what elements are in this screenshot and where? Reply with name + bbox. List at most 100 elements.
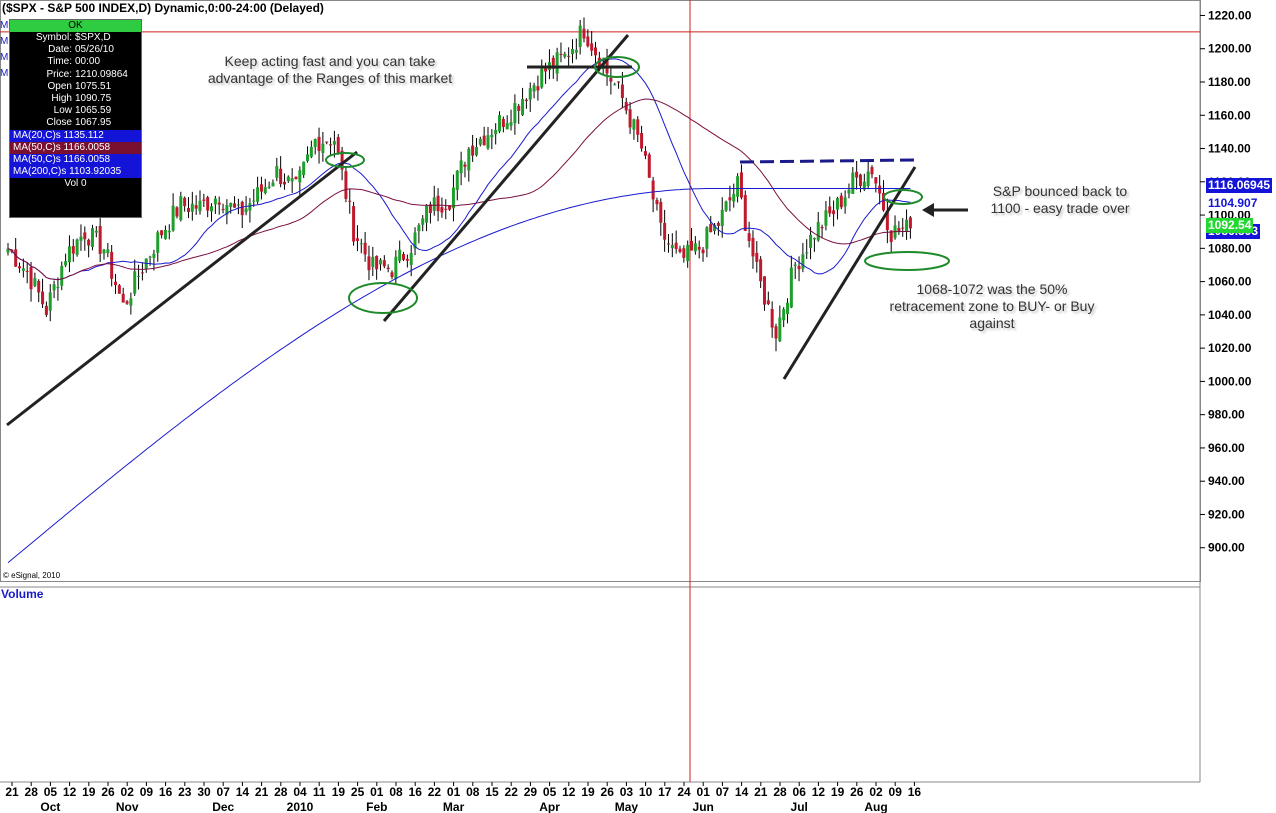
candle-body	[421, 218, 425, 225]
candle-body	[286, 176, 290, 182]
candle-body	[137, 275, 141, 277]
candle-body	[371, 256, 375, 267]
y-tick-label: 1180.00	[1208, 75, 1251, 89]
month-label: Dec	[212, 800, 234, 813]
ma20-row: MA(20,C)s 1135.112	[10, 129, 141, 142]
candle-body	[901, 227, 905, 229]
candle-body	[256, 187, 260, 202]
candle-body	[183, 197, 187, 207]
candle-body	[298, 170, 302, 183]
candle-body	[570, 49, 574, 55]
candle-body	[451, 187, 455, 209]
candle-body	[482, 135, 486, 146]
candle-body	[309, 146, 313, 157]
candle-body	[812, 237, 816, 240]
candle-body	[306, 154, 310, 162]
candle-body	[843, 197, 847, 207]
month-label: May	[615, 800, 639, 813]
candle-body	[125, 301, 129, 304]
ma200-row: MA(200,C)s 1103.92035	[10, 166, 141, 179]
x-tick-label: 19	[332, 785, 346, 799]
candle-body	[659, 201, 663, 223]
candle-body	[486, 135, 490, 149]
candle-body	[908, 217, 912, 229]
candle-body	[252, 200, 256, 202]
x-tick-label: 01	[697, 785, 711, 799]
trendline	[782, 166, 917, 380]
candle-body	[759, 259, 763, 282]
dw-row: Open 1075.51	[10, 81, 141, 93]
candle-body	[263, 187, 267, 194]
x-tick-label: 14	[735, 785, 749, 799]
candle-body	[474, 147, 478, 156]
candle-body	[701, 249, 705, 254]
candle-body	[720, 209, 724, 226]
candle-body	[874, 177, 878, 184]
x-tick-label: 23	[178, 785, 192, 799]
dw-key: Close	[46, 117, 72, 129]
candle-body	[156, 232, 160, 253]
candle-body	[60, 265, 64, 286]
candle-body	[90, 228, 94, 248]
x-tick-label: 22	[428, 785, 442, 799]
candle-body	[206, 197, 210, 211]
candle-body	[213, 198, 217, 205]
candle-body	[636, 119, 640, 135]
candle-body	[79, 236, 83, 241]
ok-button[interactable]: OK	[10, 20, 141, 32]
candle-body	[394, 256, 398, 280]
candle-body	[832, 210, 836, 215]
candle-body	[313, 138, 317, 147]
candle-body	[382, 260, 386, 267]
candle-body	[805, 252, 809, 254]
candle-body	[363, 242, 367, 255]
candle-body	[559, 53, 563, 55]
candle-body	[816, 222, 820, 241]
candle-body	[682, 248, 686, 258]
dw-row: High 1090.75	[10, 93, 141, 105]
candle-body	[643, 151, 647, 156]
candle-body	[690, 240, 694, 251]
candle-body	[770, 309, 774, 328]
candle-body	[302, 161, 306, 176]
candle-body	[536, 86, 540, 91]
candle-body	[870, 167, 874, 175]
x-tick-label: 10	[639, 785, 653, 799]
dw-value: 1210.09864	[75, 68, 128, 80]
x-tick-label: 11	[313, 785, 326, 799]
x-tick-label: 02	[121, 785, 135, 799]
x-tick-label: 05	[543, 785, 557, 799]
candle-body	[455, 170, 459, 190]
candle-body	[809, 234, 813, 248]
candle-body	[885, 210, 889, 231]
month-label: Oct	[40, 800, 60, 813]
annotation-retrace: 1068-1072 was the 50% retracement zone t…	[862, 281, 1122, 332]
candle-body	[171, 205, 175, 231]
candle-body	[663, 222, 667, 240]
left-marker: M	[0, 68, 9, 79]
y-tick-label: 1080.00	[1208, 241, 1252, 255]
candle-body	[329, 144, 333, 146]
x-tick-label: 19	[82, 785, 96, 799]
candle-body	[87, 239, 91, 246]
candle-body	[413, 232, 417, 249]
data-window[interactable]: OK Symbol: $SPX,D Date: 05/26/10 Time: 00:0…	[9, 19, 142, 218]
candle-body	[544, 66, 548, 72]
x-tick-label: 12	[63, 785, 77, 799]
candle-body	[152, 253, 156, 258]
candle-body	[186, 207, 190, 212]
candle-body	[590, 43, 594, 51]
candle-body	[471, 145, 475, 156]
candle-body	[83, 232, 87, 240]
highlight-ellipse	[883, 189, 923, 205]
candle-body	[801, 254, 805, 269]
candle-body	[110, 251, 114, 279]
candle-body	[378, 259, 382, 265]
dw-value: 1067.95	[75, 117, 112, 129]
candle-body	[367, 256, 371, 271]
candle-body	[736, 176, 740, 197]
x-tick-label: 06	[793, 785, 807, 799]
candle-body	[194, 205, 198, 209]
candle-body	[540, 68, 544, 88]
candle-body	[532, 85, 536, 92]
